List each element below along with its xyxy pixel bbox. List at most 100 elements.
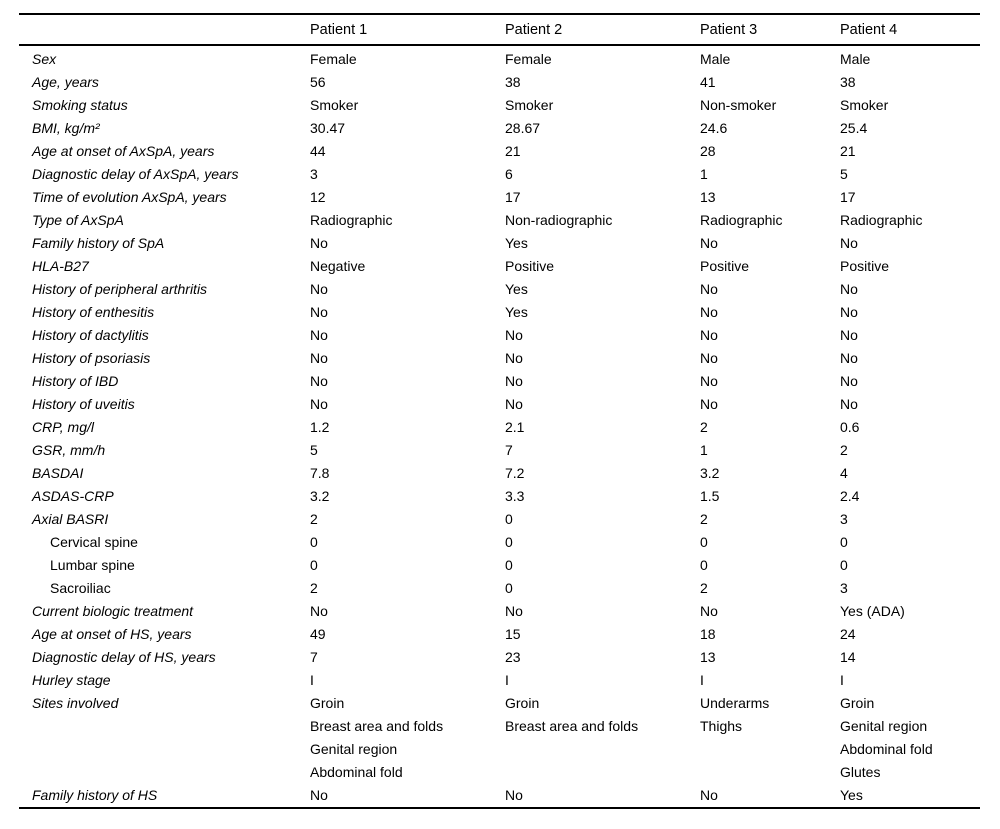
table-cell: Radiographic <box>840 212 923 228</box>
table-row: HLA-B27 Negative Positive Positive Positive <box>19 255 980 278</box>
table-cell: 41 <box>700 74 716 90</box>
row-label: Age at onset of HS, years <box>32 626 192 642</box>
table-row: Time of evolution AxSpA, years 12 17 13 17 <box>19 186 980 209</box>
table-cell: 2 <box>840 442 848 458</box>
table-cell: 21 <box>505 143 521 159</box>
table-cell: No <box>840 235 858 251</box>
row-label: Current biologic treatment <box>32 603 194 619</box>
row-label: Diagnostic delay of AxSpA, years <box>32 166 239 182</box>
row-label: BASDAI <box>32 465 84 481</box>
table-cell: 28.67 <box>505 120 541 136</box>
column-header-patient-4: Patient 4 <box>840 14 980 46</box>
table-row: BASDAI 7.8 7.2 3.2 4 <box>19 462 980 485</box>
table-row: Cervical spine 0 0 0 0 <box>19 531 980 554</box>
table-cell: 2.1 <box>505 419 525 435</box>
table-cell: No <box>310 304 328 320</box>
table-cell: No <box>505 787 523 803</box>
patient-characteristics-table: Patient 1 Patient 2 Patient 3 Patient 4 … <box>19 13 980 809</box>
table-cell: 49 <box>310 626 326 642</box>
table-row: History of uveitis No No No No <box>19 393 980 416</box>
table-cell: Yes <box>505 304 528 320</box>
row-label: Cervical spine <box>50 534 138 550</box>
column-header-rowlabel <box>19 14 310 46</box>
table-cell: No <box>700 350 718 366</box>
table-cell: 0 <box>840 534 848 550</box>
table-cell: No <box>505 327 523 343</box>
table-cell: No <box>700 281 718 297</box>
table-cell: Smoker <box>840 97 889 113</box>
table-cell: 44 <box>310 143 326 159</box>
table-cell: Radiographic <box>700 212 783 228</box>
table-cell: 1 <box>700 442 708 458</box>
table-row: BMI, kg/m² 30.47 28.67 24.6 25.4 <box>19 117 980 140</box>
table-cell: Groin Genital region Abdominal fold Glut… <box>840 695 933 780</box>
table-cell: 38 <box>505 74 521 90</box>
table-row: History of dactylitis No No No No <box>19 324 980 347</box>
table-cell: 3 <box>840 511 848 527</box>
table-cell: No <box>505 603 523 619</box>
column-header-patient-2: Patient 2 <box>505 14 700 46</box>
table-cell: No <box>700 787 718 803</box>
table-row: Sites involved Groin Breast area and fol… <box>19 692 980 784</box>
table-cell: 30.47 <box>310 120 346 136</box>
table-cell: 24 <box>840 626 856 642</box>
table-row: History of psoriasis No No No No <box>19 347 980 370</box>
table-row: Hurley stage I I I I <box>19 669 980 692</box>
table-cell: I <box>505 672 509 688</box>
table-cell: No <box>840 304 858 320</box>
table-row: Type of AxSpA Radiographic Non-radiograph… <box>19 209 980 232</box>
table-cell: Positive <box>505 258 555 274</box>
row-label: Sacroiliac <box>50 580 111 596</box>
table-cell: No <box>505 373 523 389</box>
table-cell: 38 <box>840 74 856 90</box>
table-row: History of IBD No No No No <box>19 370 980 393</box>
table-row: Sacroiliac 2 0 2 3 <box>19 577 980 600</box>
table-cell: 7.8 <box>310 465 330 481</box>
row-label: Smoking status <box>32 97 128 113</box>
table-cell: 12 <box>310 189 326 205</box>
table-cell: 14 <box>840 649 856 665</box>
table-cell: No <box>840 281 858 297</box>
table-cell: 7.2 <box>505 465 525 481</box>
table-cell: No <box>310 396 328 412</box>
table-cell: 2.4 <box>840 488 860 504</box>
row-label: Sites involved <box>32 695 119 711</box>
table-row: Lumbar spine 0 0 0 0 <box>19 554 980 577</box>
table-cell: No <box>700 373 718 389</box>
table-cell: Yes <box>840 787 863 803</box>
table-row: History of enthesitis No Yes No No <box>19 301 980 324</box>
table-cell: 56 <box>310 74 326 90</box>
table-cell: 1.2 <box>310 419 330 435</box>
table-cell: 0 <box>840 557 848 573</box>
table-cell: 7 <box>505 442 513 458</box>
table-cell: 2 <box>310 511 318 527</box>
column-header-patient-3: Patient 3 <box>700 14 840 46</box>
row-label: History of IBD <box>32 373 119 389</box>
table-cell: 0 <box>700 534 708 550</box>
table-cell: 6 <box>505 166 513 182</box>
table-cell: 25.4 <box>840 120 868 136</box>
table-cell: No <box>505 396 523 412</box>
table-cell: Underarms Thighs <box>700 695 770 734</box>
table-body: Sex Female Female Male Male Age, years 56 38… <box>19 45 980 808</box>
table-cell: Groin Breast area and folds <box>505 695 639 734</box>
table-cell: I <box>840 672 844 688</box>
table-row: Axial BASRI 2 0 2 3 <box>19 508 980 531</box>
table-cell: 5 <box>840 166 848 182</box>
table-cell: Negative <box>310 258 366 274</box>
table-row: Smoking status Smoker Smoker Non-smoker Smo… <box>19 94 980 117</box>
table-cell: No <box>310 235 328 251</box>
row-label: Type of AxSpA <box>32 212 124 228</box>
table-cell: Yes <box>505 281 528 297</box>
table-row: Current biologic treatment No No No Yes (AD… <box>19 600 980 623</box>
table-row: Age at onset of HS, years 49 15 18 24 <box>19 623 980 646</box>
table-cell: I <box>700 672 704 688</box>
table-cell: No <box>310 787 328 803</box>
table-cell: Male <box>840 51 871 67</box>
row-label: Sex <box>32 51 57 67</box>
table-row: GSR, mm/h 5 7 1 2 <box>19 439 980 462</box>
table-cell: 3.2 <box>700 465 720 481</box>
table-cell: 15 <box>505 626 521 642</box>
table-cell: Non-smoker <box>700 97 777 113</box>
